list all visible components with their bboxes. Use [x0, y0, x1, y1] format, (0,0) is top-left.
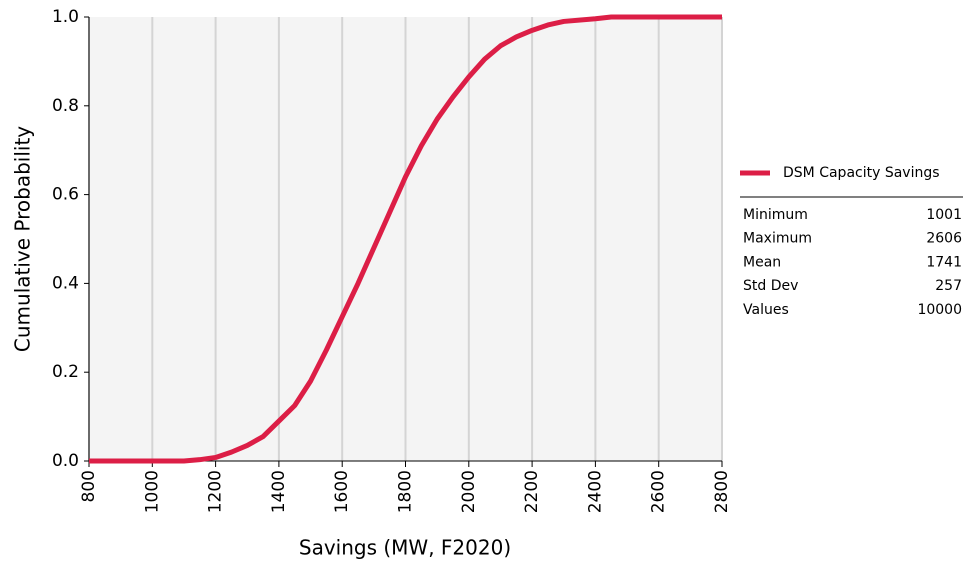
legend-label: DSM Capacity Savings — [783, 165, 940, 181]
x-tick-label: 2800 — [712, 470, 732, 513]
stat-label: Mean — [743, 254, 781, 270]
x-tick-label: 1600 — [332, 470, 352, 513]
x-tick-label: 800 — [79, 470, 99, 502]
x-tick-label: 2400 — [585, 470, 605, 513]
stat-value: 2606 — [926, 231, 962, 247]
y-tick-label: 0.2 — [52, 362, 79, 382]
x-axis-title: Savings (MW, F2020) — [299, 536, 511, 560]
x-tick-label: 2600 — [649, 470, 669, 513]
y-axis-title: Cumulative Probability — [11, 126, 35, 352]
stat-value: 257 — [935, 278, 962, 294]
x-tick-label: 1400 — [269, 470, 289, 513]
y-tick-label: 0.0 — [52, 451, 79, 471]
stat-value: 1001 — [926, 207, 962, 223]
stat-label: Maximum — [743, 231, 812, 247]
stat-label: Std Dev — [743, 278, 798, 294]
x-tick-label: 2000 — [459, 470, 479, 513]
y-tick-label: 0.6 — [52, 185, 79, 205]
stat-label: Minimum — [743, 207, 808, 223]
cdf-line — [89, 14, 722, 464]
y-tick-label: 0.4 — [52, 273, 79, 293]
y-tick-label: 1.0 — [52, 7, 79, 27]
x-tick-label: 1800 — [396, 470, 416, 513]
stat-value: 1741 — [926, 254, 962, 270]
stat-label: Values — [743, 302, 789, 318]
x-tick-label: 2200 — [522, 470, 542, 513]
stat-value: 10000 — [917, 302, 962, 318]
x-tick-label: 1000 — [142, 470, 162, 513]
x-tick-label: 1200 — [206, 470, 226, 513]
y-tick-label: 0.8 — [52, 96, 79, 116]
